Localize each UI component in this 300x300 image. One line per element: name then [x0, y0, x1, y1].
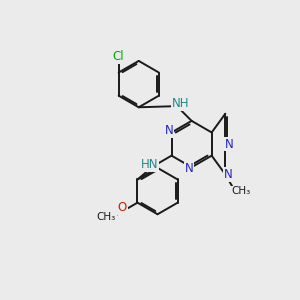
Text: CH₃: CH₃	[231, 187, 250, 196]
Text: HN: HN	[141, 158, 159, 171]
Text: O: O	[118, 201, 127, 214]
Text: NH: NH	[172, 97, 189, 110]
Text: Cl: Cl	[113, 50, 124, 63]
Text: CH₃: CH₃	[97, 212, 116, 222]
Text: N: N	[224, 138, 233, 151]
Text: N: N	[224, 168, 233, 181]
Text: N: N	[185, 162, 194, 175]
Text: N: N	[165, 124, 173, 137]
